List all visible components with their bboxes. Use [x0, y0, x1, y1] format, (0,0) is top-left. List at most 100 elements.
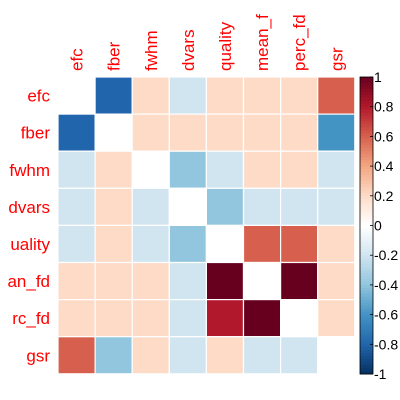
colorbar-segment	[360, 362, 373, 366]
colorbar-tick-label: -0.2	[374, 247, 398, 263]
colorbar-segment	[360, 371, 373, 375]
colorbar-segment	[360, 133, 373, 137]
heatmap-cell	[57, 299, 96, 338]
column-label: mean_f	[253, 14, 272, 71]
colorbar-segment	[360, 365, 373, 369]
colorbar-segment	[360, 314, 373, 318]
colorbar-segment	[360, 139, 373, 143]
heatmap-cell	[280, 76, 319, 115]
colorbar-segment	[360, 240, 373, 244]
heatmap-cell	[57, 76, 96, 115]
heatmap-cell	[242, 261, 282, 301]
colorbar-tick-label: -0.8	[374, 336, 398, 352]
heatmap-cell	[280, 261, 319, 301]
colorbar-segment	[360, 183, 373, 188]
heatmap-cell	[131, 76, 170, 115]
colorbar-segment	[360, 121, 373, 125]
colorbar-segment	[360, 231, 373, 235]
colorbar-segment	[360, 115, 373, 119]
row-label: rc_fd	[12, 309, 50, 328]
colorbar-segment	[360, 359, 373, 363]
heatmap-cell	[57, 224, 96, 264]
heatmap-cell	[317, 76, 356, 115]
heatmap-cell	[242, 299, 282, 338]
colorbar-segment	[360, 180, 373, 185]
colorbar-tick-label: -0.6	[374, 307, 398, 323]
row-label: fber	[21, 124, 51, 143]
colorbar-segment	[360, 151, 373, 155]
row-label: an_fd	[7, 272, 50, 291]
heatmap-cell	[242, 187, 282, 227]
colorbar-segment	[360, 160, 373, 164]
heatmap-cell	[131, 224, 170, 264]
colorbar-segment	[360, 284, 373, 289]
colorbar: 1 0.8 0.6 0.4 0.2 0 -0.2 -0.4 -0.6 -0.8 -1	[359, 69, 398, 382]
heatmap-cell	[168, 336, 208, 375]
colorbar-tick-label: 1	[374, 69, 382, 85]
colorbar-segment	[360, 186, 373, 191]
colorbar-segment	[360, 79, 373, 84]
colorbar-segment	[360, 189, 373, 194]
heatmap-cell	[131, 261, 170, 301]
colorbar-segment	[360, 353, 373, 357]
colorbar-segment	[360, 273, 373, 277]
colorbar-segment	[360, 261, 373, 265]
colorbar-segment	[360, 249, 373, 253]
colorbar-segment	[360, 287, 373, 292]
colorbar-segment	[360, 88, 373, 93]
colorbar-segment	[360, 278, 373, 283]
heatmap-cells	[57, 76, 356, 375]
colorbar-segment	[360, 85, 373, 90]
colorbar-segment	[360, 290, 373, 295]
heatmap-cell	[168, 299, 208, 338]
heatmap-cell	[131, 299, 170, 338]
colorbar-tick-label: 0.2	[374, 188, 394, 204]
heatmap-cell	[317, 336, 356, 375]
colorbar-segment	[360, 293, 373, 298]
colorbar-segment	[360, 246, 373, 250]
colorbar-segment	[360, 77, 373, 81]
heatmap-cell	[94, 261, 133, 301]
column-label: efc	[68, 48, 87, 71]
colorbar-segment	[360, 338, 373, 342]
colorbar-segment	[360, 299, 373, 304]
colorbar-segment	[360, 192, 373, 197]
heatmap-cell	[280, 113, 319, 152]
heatmap-cell	[94, 336, 133, 375]
column-label: gsr	[327, 47, 346, 71]
row-label: fwhm	[9, 161, 50, 180]
colorbar-segment	[360, 222, 373, 226]
heatmap-cell	[205, 224, 245, 264]
colorbar-segment	[360, 145, 373, 149]
colorbar-segment	[360, 335, 373, 339]
heatmap-cell	[205, 261, 245, 301]
heatmap-cell	[280, 299, 319, 338]
colorbar-segment	[360, 97, 373, 102]
colorbar-segment	[360, 177, 373, 182]
heatmap-cell	[131, 113, 170, 152]
colorbar-segment	[360, 350, 373, 354]
row-label: uality	[10, 235, 50, 254]
colorbar-segment	[360, 175, 373, 179]
heatmap-cell	[94, 299, 133, 338]
heatmap-cell	[317, 187, 356, 227]
colorbar-segment	[360, 219, 373, 223]
colorbar-tick-label: 0.8	[374, 99, 394, 115]
colorbar-segment	[360, 323, 373, 327]
colorbar-segment	[360, 204, 373, 209]
column-label: dvars	[179, 29, 198, 71]
heatmap-cell	[280, 224, 319, 264]
colorbar-segment	[360, 94, 373, 99]
heatmap-cell	[242, 150, 282, 189]
colorbar-segment	[360, 332, 373, 336]
heatmap-cell	[57, 336, 96, 375]
colorbar-tick-label: 0.6	[374, 128, 394, 144]
heatmap-cell	[242, 336, 282, 375]
colorbar-segment	[360, 356, 373, 360]
colorbar-segment	[360, 237, 373, 241]
colorbar-segment	[360, 308, 373, 313]
colorbar-segment	[360, 136, 373, 140]
colorbar-segment	[360, 207, 373, 212]
colorbar-segment	[360, 270, 373, 274]
heatmap-cell	[57, 187, 96, 227]
